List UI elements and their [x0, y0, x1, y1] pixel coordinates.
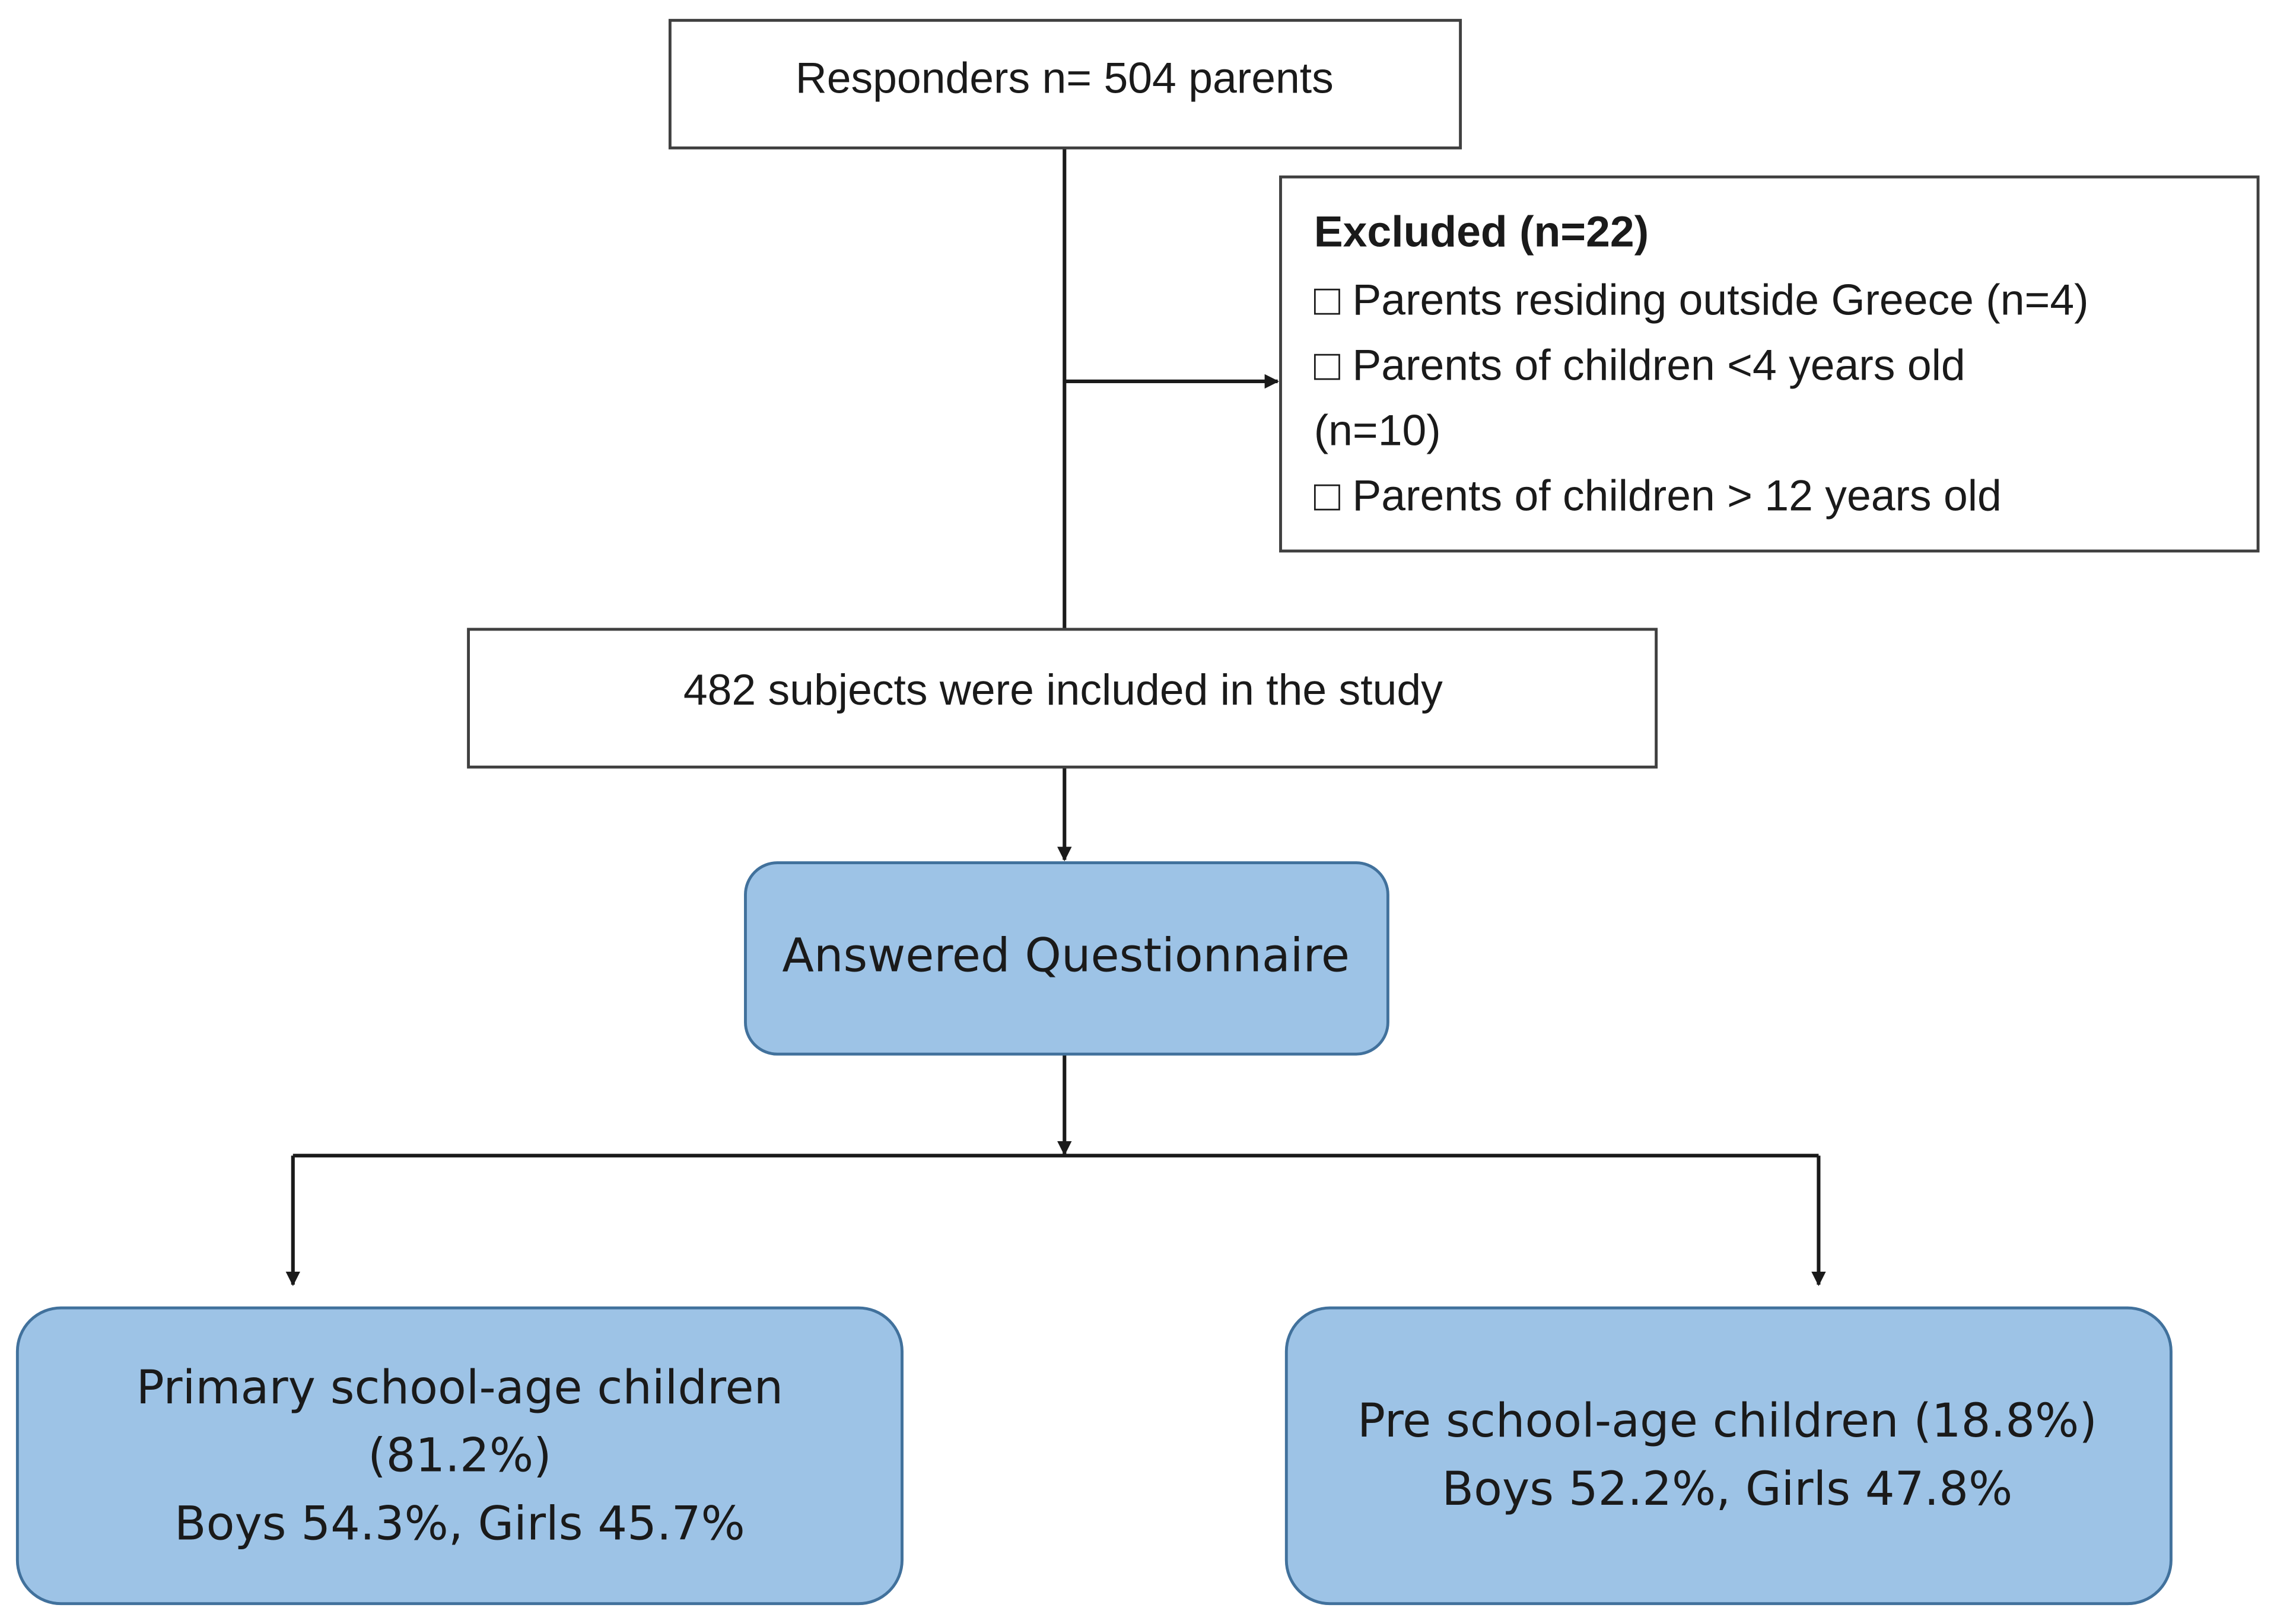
node-label: Boys 52.2%, Girls 47.8% [1442, 1462, 2012, 1516]
connectors [285, 148, 1826, 1287]
node-label: Responders n= 504 parents [796, 53, 1334, 102]
node-label: (81.2%) [368, 1429, 552, 1483]
node-box [668, 18, 1462, 149]
node-box [15, 1306, 904, 1606]
node-label: (n=10) [1314, 406, 1441, 454]
node-label: Boys 54.3%, Girls 45.7% [174, 1497, 745, 1551]
node-label: Pre school-age children (18.8%) [1357, 1394, 2097, 1448]
node-label: □ Parents of children > 12 years old [1314, 471, 2002, 520]
node-label: □ Parents residing outside Greece (n=4) [1314, 275, 2089, 324]
node-label: Primary school-age children [136, 1361, 784, 1415]
node-title: Excluded (n=22) [1314, 207, 1649, 256]
node-label: □ Parents of children <4 years old [1314, 340, 1966, 389]
node-box [467, 628, 1658, 769]
node-label: 482 subjects were included in the study [683, 665, 1443, 714]
node-box [1279, 175, 2260, 553]
node-label: Answered Questionnaire [782, 928, 1350, 982]
node-box [744, 861, 1389, 1056]
node-box [1284, 1306, 2173, 1606]
